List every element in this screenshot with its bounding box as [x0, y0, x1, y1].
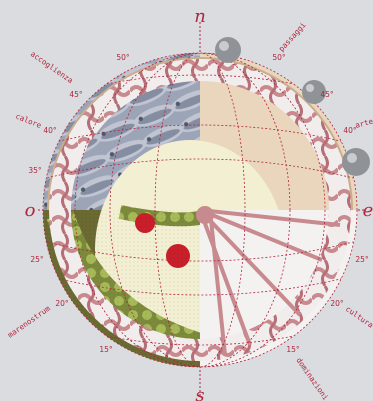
degree-lr-3: 15°: [286, 345, 300, 354]
degree-ul-3: 40°: [43, 126, 57, 135]
west-label: o: [25, 200, 36, 221]
degree-ll-3: 15°: [99, 345, 113, 354]
degree-lr-1: 25°: [355, 255, 369, 264]
degree-ur-3: 40°: [343, 126, 357, 135]
degree-lr-2: 20°: [330, 299, 344, 308]
north-label: n: [194, 6, 206, 27]
east-label: e: [363, 200, 373, 221]
word-cultura: cultura: [344, 304, 373, 330]
word-arte: arte: [354, 116, 373, 129]
degree-ul-4: 35°: [28, 166, 42, 175]
south-label: s: [195, 385, 204, 401]
word-dominazioni: dominazioni: [294, 356, 330, 401]
word-marenostrum: marenostrum: [6, 303, 52, 339]
word-calore: calore: [14, 112, 43, 131]
degree-ul-1: 50°: [116, 53, 130, 62]
degree-ll-1: 25°: [30, 255, 44, 264]
degree-ll-2: 20°: [55, 299, 69, 308]
word-accoglienza: accoglienza: [29, 49, 75, 85]
degree-ur-1: 50°: [272, 53, 286, 62]
word-passaggi: passaggi: [277, 20, 308, 53]
degree-ur-2: 45°: [320, 90, 334, 99]
degree-ul-2: 45°: [69, 90, 83, 99]
globe-outline: [42, 52, 358, 368]
sphere-ornaments: [215, 37, 370, 176]
